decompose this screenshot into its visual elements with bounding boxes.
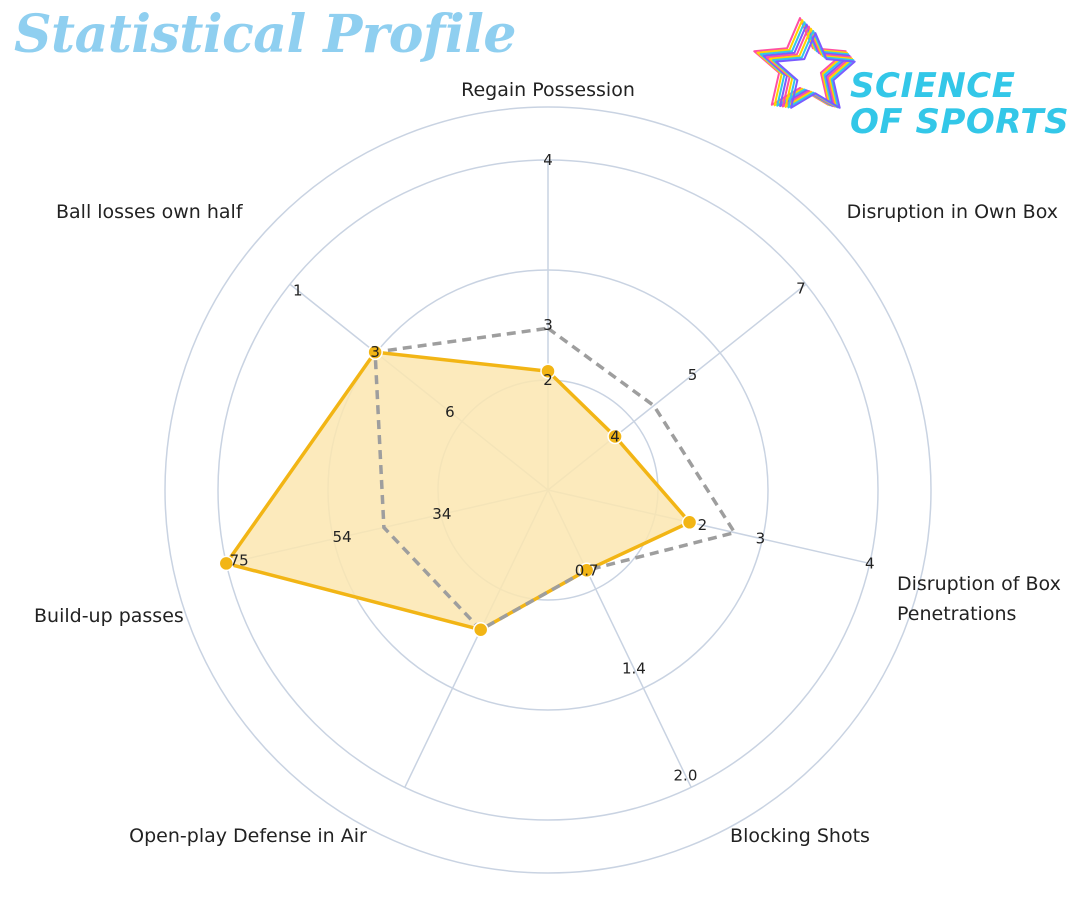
data-point [540, 363, 556, 379]
tick-label: 75 [230, 551, 249, 569]
tick-label: 6 [445, 403, 455, 421]
data-point [472, 621, 489, 638]
data-point [578, 562, 595, 579]
chart-title: Statistical Profile [14, 4, 516, 65]
logo-star-stroke [756, 19, 848, 107]
tick-label: 1 [293, 281, 303, 299]
series-area [224, 350, 692, 632]
logo-line-1: SCIENCE [850, 66, 1016, 106]
data-point [218, 555, 235, 572]
axis-name-label: Open-play Defense in Air [129, 825, 367, 847]
axis-name-label: Regain Possession [461, 79, 635, 101]
tick-label: 4 [865, 554, 875, 572]
tick-label: 3 [543, 316, 553, 334]
logo-star-icon [753, 17, 856, 109]
axis-name-label: Blocking Shots [730, 825, 870, 847]
logo-star-stroke [762, 23, 851, 108]
axis-name-label: Build-up passes [34, 605, 184, 627]
tick-label: 2 [543, 371, 553, 389]
axis-name-label: Disruption in Own Box [847, 201, 1058, 223]
logo-star-stroke [775, 32, 856, 109]
tick-label: 0.7 [575, 561, 599, 579]
logo-star-stroke [759, 21, 850, 107]
logo-star-stroke [753, 17, 847, 106]
tick-label: 1.4 [622, 659, 646, 677]
logo-line-2: OF SPORTS [850, 102, 1070, 142]
tick-label: 2.0 [674, 766, 698, 784]
logo-star-stroke [772, 30, 855, 109]
tick-label: 2 [698, 516, 708, 534]
tick-label: 4 [543, 151, 553, 169]
tick-label: 4 [610, 428, 620, 446]
tick-label: 7 [796, 279, 806, 297]
logo-text: SCIENCE OF SPORTS [850, 68, 1069, 140]
data-point [367, 344, 383, 360]
tick-label: 3 [370, 343, 380, 361]
tick-label: 3 [756, 529, 766, 547]
data-point [607, 428, 623, 445]
tick-label: 34 [432, 505, 451, 523]
axis-name-label: Ball losses own half [56, 201, 244, 223]
data-point [681, 514, 698, 531]
grid-ring-4 [164, 106, 932, 874]
tick-label: 5 [688, 366, 698, 384]
series-dashed-line [373, 326, 738, 632]
axis-name-label: Disruption of Box Penetrations [897, 573, 1061, 625]
tick-label: 54 [333, 528, 352, 546]
logo-star-stroke [765, 25, 852, 108]
logo-star-stroke [768, 27, 854, 108]
